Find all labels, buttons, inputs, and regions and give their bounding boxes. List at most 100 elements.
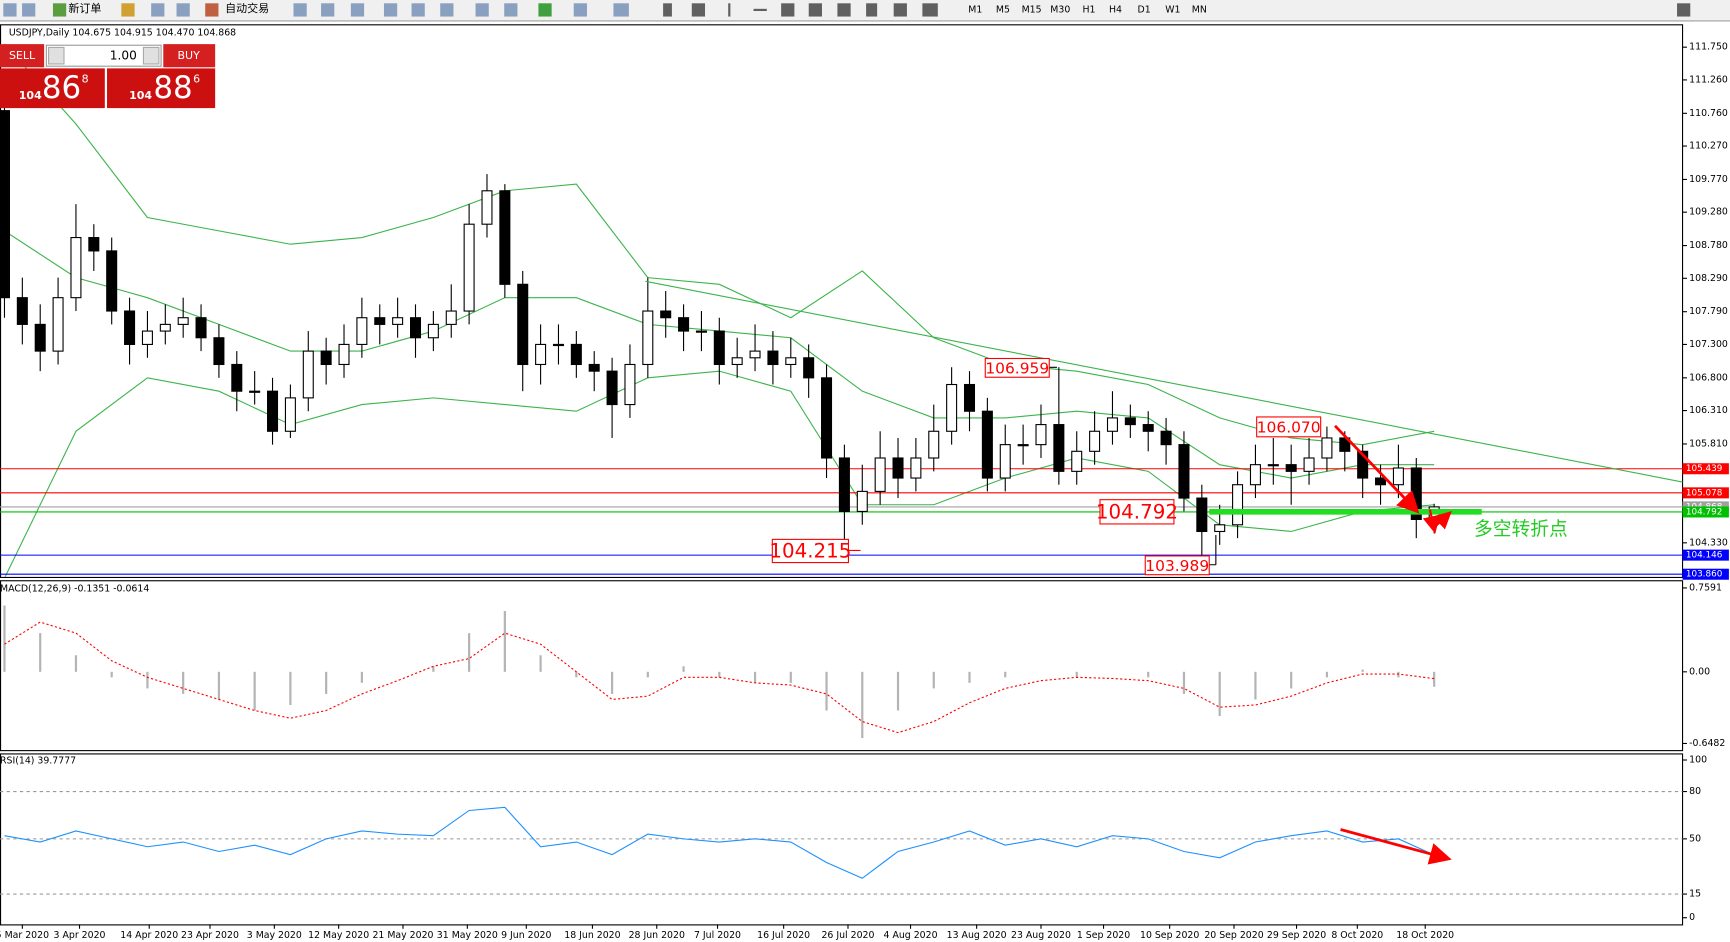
candle-body bbox=[928, 430, 940, 459]
candle-body bbox=[1106, 417, 1118, 432]
x-tick-label: 23 Apr 2020 bbox=[181, 930, 239, 941]
ask-big-figure: 104 bbox=[129, 89, 152, 102]
x-tick-label: 3 Apr 2020 bbox=[54, 930, 106, 941]
candle-body bbox=[284, 397, 296, 432]
x-tick-label: 10 Sep 2020 bbox=[1140, 930, 1199, 941]
candle-body bbox=[1375, 477, 1387, 486]
annotation-box bbox=[984, 357, 1050, 378]
macd-bar bbox=[182, 671, 185, 694]
macd-plot bbox=[3, 605, 1436, 739]
candle-body bbox=[999, 444, 1011, 479]
x-tick-label: 18 Jun 2020 bbox=[564, 930, 620, 941]
candle-body bbox=[910, 457, 922, 479]
timeframe[interactable]: H4 bbox=[1109, 4, 1122, 15]
candle-body bbox=[445, 310, 457, 325]
candle-body bbox=[356, 317, 368, 345]
candle-body bbox=[34, 323, 46, 352]
candle-body bbox=[1178, 444, 1190, 499]
candle-body bbox=[1214, 524, 1226, 533]
candle-body bbox=[427, 323, 439, 339]
x-tick-label: 31 May 2020 bbox=[437, 930, 498, 941]
candle-body bbox=[856, 490, 868, 512]
macd-bar bbox=[539, 655, 542, 672]
y-tick-label: 109.280 bbox=[1689, 207, 1728, 218]
y-tick-label: 111.260 bbox=[1689, 74, 1728, 85]
candle-body bbox=[159, 323, 171, 332]
macd-bar bbox=[503, 611, 506, 672]
bollinger-band bbox=[4, 370, 1435, 577]
macd-bar bbox=[825, 671, 828, 711]
candle-body bbox=[1089, 430, 1101, 452]
timeframe[interactable]: M1 bbox=[968, 4, 982, 15]
lot-down[interactable] bbox=[47, 46, 65, 65]
macd-bar bbox=[789, 671, 792, 683]
y-tick-label: 108.780 bbox=[1689, 240, 1728, 251]
macd-bar bbox=[289, 671, 292, 705]
timeframe[interactable]: MN bbox=[1192, 4, 1207, 15]
macd-bar bbox=[646, 671, 649, 678]
annotation: 104.215 bbox=[769, 540, 851, 563]
candle-body bbox=[570, 343, 582, 366]
candle-body bbox=[535, 343, 547, 366]
candle-body bbox=[124, 310, 136, 345]
candle-body bbox=[731, 357, 743, 366]
candle-body bbox=[374, 317, 386, 325]
sell-button[interactable] bbox=[0, 44, 45, 68]
annotation-box bbox=[1099, 499, 1175, 525]
x-tick-label: 20 Sep 2020 bbox=[1204, 930, 1263, 941]
candle-body bbox=[1196, 497, 1208, 533]
x-tick-label: 18 Oct 2020 bbox=[1396, 930, 1454, 941]
timeframe[interactable]: D1 bbox=[1138, 4, 1151, 15]
y-tick-label: 111.750 bbox=[1689, 42, 1728, 53]
timeframe[interactable]: M15 bbox=[1022, 4, 1042, 15]
x-tick-label: 5 Mar 2020 bbox=[0, 930, 49, 941]
candle-body bbox=[1267, 464, 1279, 467]
lot-up[interactable] bbox=[142, 46, 160, 65]
buy-button[interactable] bbox=[163, 44, 216, 68]
candle-body bbox=[1357, 450, 1369, 479]
drawings bbox=[645, 280, 1683, 566]
macd-bar bbox=[146, 671, 149, 689]
x-tick-label: 28 Jun 2020 bbox=[629, 930, 685, 941]
candle-body bbox=[660, 310, 672, 319]
annotation-box bbox=[1256, 416, 1322, 438]
timeframe[interactable]: M5 bbox=[996, 4, 1010, 15]
macd-bar bbox=[1254, 671, 1257, 700]
candle-body bbox=[70, 237, 82, 299]
macd-bar bbox=[39, 633, 42, 672]
y-tick-label: 0 bbox=[1689, 912, 1695, 923]
candle-body bbox=[409, 317, 422, 339]
macd-bar bbox=[74, 655, 78, 672]
toolbar-button[interactable]: 自动交易 bbox=[225, 1, 269, 15]
level-label: 104.146 bbox=[1686, 551, 1723, 561]
candle-body bbox=[642, 310, 654, 366]
macd-bar bbox=[432, 666, 435, 672]
macd-bar bbox=[468, 633, 471, 672]
level-tag bbox=[1682, 506, 1729, 518]
annotation-box bbox=[771, 538, 850, 564]
rsi-title: RSI(14) 39.7777 bbox=[0, 756, 76, 767]
annotation-box bbox=[1144, 555, 1210, 576]
annotation: 103.989 bbox=[1145, 557, 1209, 575]
macd-bar bbox=[1075, 671, 1078, 678]
annotation: 104.792 bbox=[1096, 500, 1178, 523]
x-tick-label: 14 Apr 2020 bbox=[120, 930, 178, 941]
level-label: 104.792 bbox=[1686, 507, 1722, 517]
y-tick-label: 106.800 bbox=[1689, 372, 1728, 383]
candle-body bbox=[0, 110, 10, 299]
bid-box[interactable] bbox=[0, 68, 105, 109]
ask-box[interactable] bbox=[107, 68, 216, 109]
rsi-arrow bbox=[1340, 828, 1452, 865]
timeframe[interactable]: M30 bbox=[1050, 4, 1070, 15]
toolbar bbox=[0, 0, 1730, 21]
lot-box[interactable] bbox=[45, 44, 162, 67]
toolbar-button[interactable]: 新订单 bbox=[68, 1, 101, 15]
timeframe[interactable]: W1 bbox=[1165, 4, 1180, 15]
x-tick-label: 29 Sep 2020 bbox=[1267, 930, 1326, 941]
level-tag bbox=[1682, 568, 1729, 580]
timeframe[interactable]: H1 bbox=[1082, 4, 1095, 15]
toolbar-labels: 新订单 自动交易 M1 M5 M15 M30 H1 H4 D1 W1 MN bbox=[68, 1, 1206, 16]
macd-bar bbox=[1004, 671, 1007, 678]
candle-body bbox=[499, 190, 511, 285]
level-tag bbox=[1682, 487, 1729, 499]
